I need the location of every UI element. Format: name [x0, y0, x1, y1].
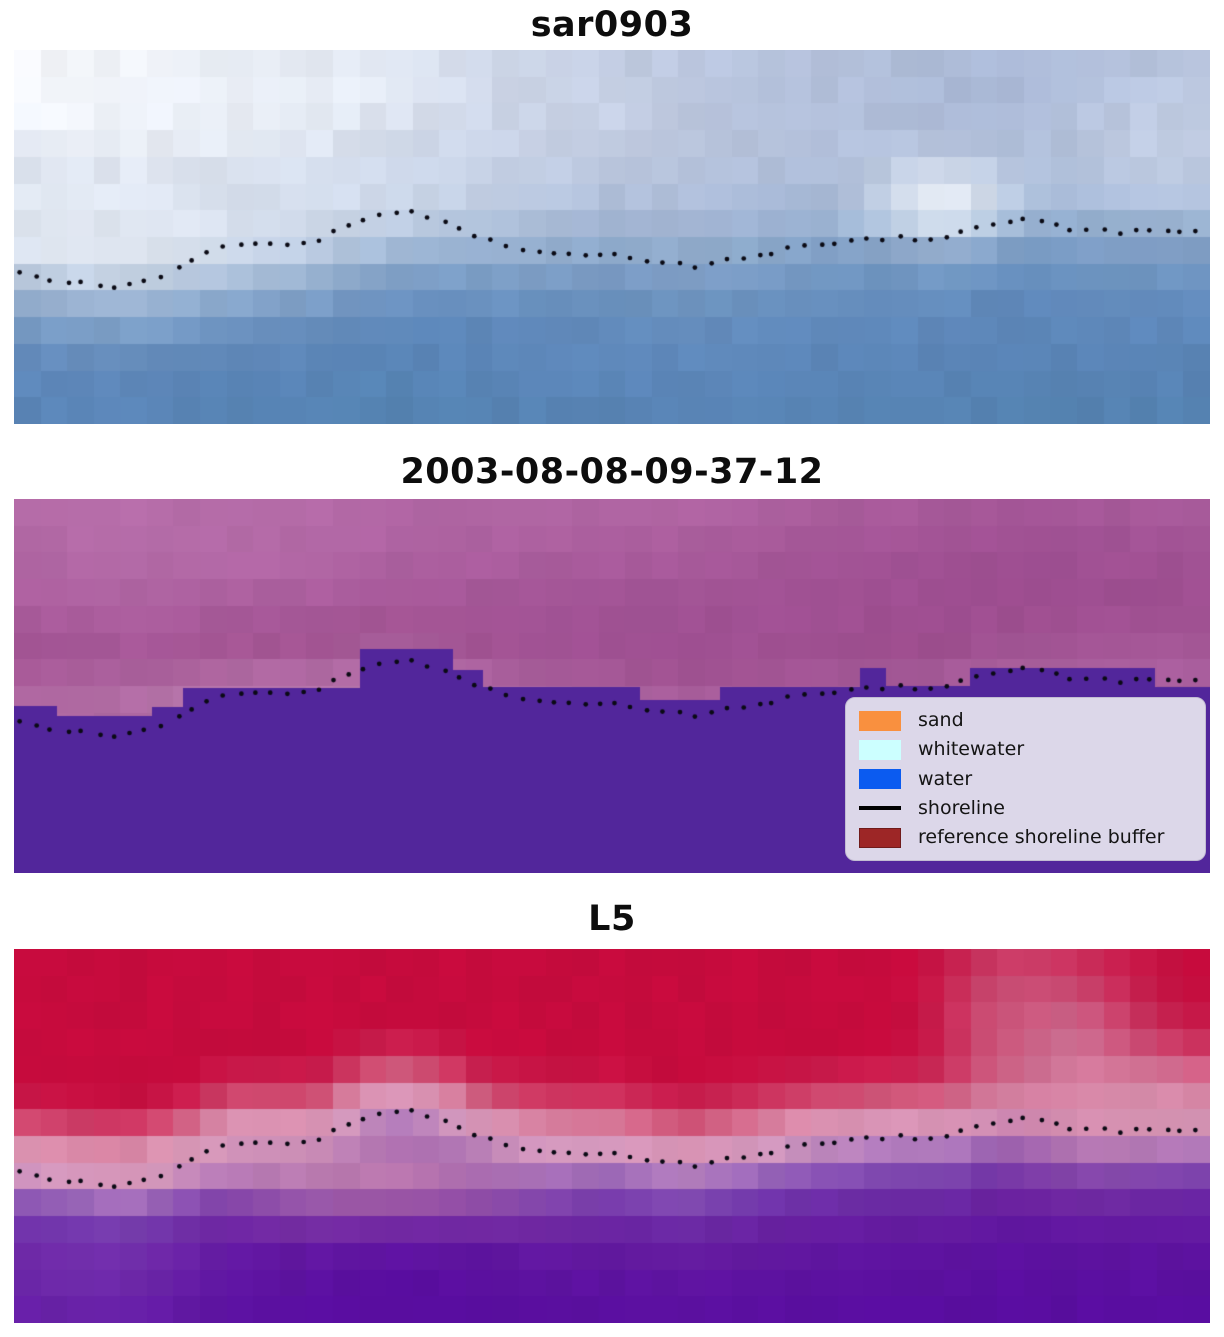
panel3-title: L5 [588, 899, 636, 939]
legend-item-sand: sand [859, 706, 1193, 735]
legend-item-whitewater: whitewater [859, 735, 1193, 764]
whitewater-swatch-icon [859, 739, 901, 760]
legend-item-water: water [859, 765, 1193, 794]
legend-label: water [918, 767, 973, 790]
legend-item-reference-buffer: reference shoreline buffer [859, 823, 1193, 852]
legend-label: whitewater [918, 738, 1025, 761]
sar-image-panel [14, 50, 1210, 424]
reference-shoreline-buffer-swatch-icon [859, 827, 901, 848]
legend-label: sand [918, 709, 964, 731]
water-swatch-icon [859, 769, 901, 789]
legend-label: reference shoreline buffer [918, 826, 1165, 848]
legend-item-shoreline: shoreline [859, 794, 1193, 823]
legend-label: shoreline [918, 796, 1005, 819]
legend: sand whitewater water shoreline referenc… [845, 697, 1206, 861]
panel2-title: 2003-08-08-09-37-12 [400, 452, 824, 492]
panel1-title: sar0903 [530, 5, 694, 45]
sand-swatch-icon [859, 710, 901, 731]
l5-image-panel [14, 949, 1210, 1323]
shoreline-line-icon [859, 806, 901, 811]
